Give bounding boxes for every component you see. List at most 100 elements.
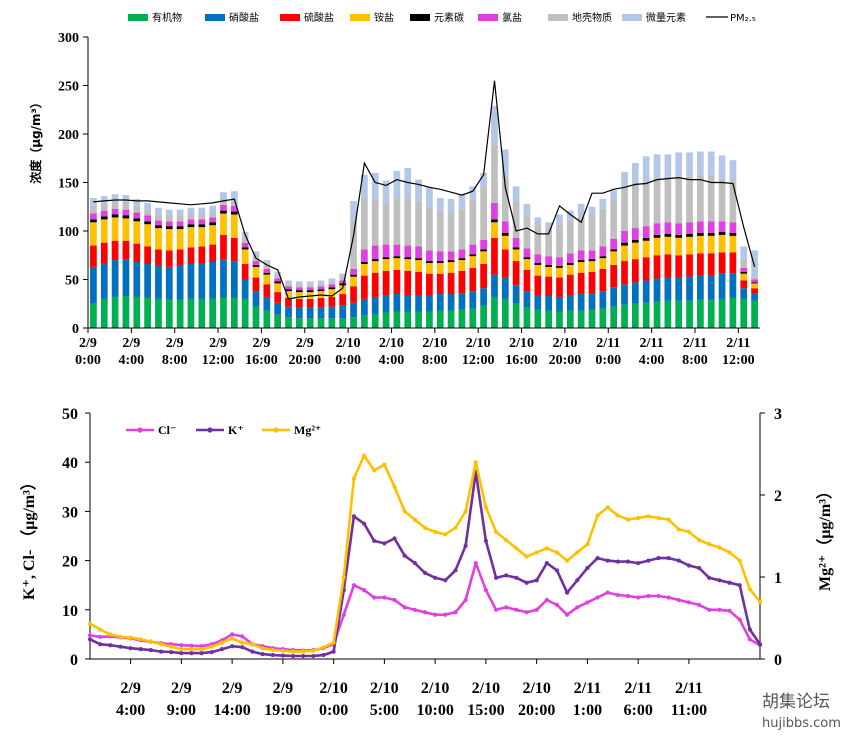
bar-6-8 (176, 215, 184, 222)
bar-4-52 (653, 234, 661, 238)
bar-4-27 (382, 257, 390, 260)
bar-0-53 (664, 300, 672, 328)
bar-3-57 (707, 235, 715, 254)
bar-6-38 (501, 174, 509, 222)
series-point-1-53 (625, 559, 631, 564)
bar-1-30 (415, 295, 422, 312)
bar-7-8 (176, 209, 184, 216)
bar-1-24 (350, 302, 357, 318)
series-point-1-60 (696, 565, 702, 571)
bar-6-11 (209, 211, 217, 218)
bottom-xtick-label-9: 2/11 1:00 (573, 680, 602, 719)
bar-7-47 (599, 198, 607, 209)
bar-5-53 (664, 222, 672, 234)
series-point-1-33 (422, 570, 428, 576)
bar-5-50 (631, 228, 639, 240)
bar-2-53 (664, 254, 672, 278)
series-point-0-27 (361, 588, 367, 593)
bar-7-4 (133, 198, 141, 206)
bar-2-17 (274, 292, 282, 303)
bar-3-39 (512, 249, 520, 262)
bar-4-53 (664, 233, 672, 237)
bar-3-12 (220, 213, 227, 235)
bar-1-46 (588, 293, 596, 310)
series-point-2-59 (686, 529, 692, 535)
series-point-0-54 (636, 595, 641, 600)
series-line-2 (89, 454, 762, 653)
bar-1-11 (209, 262, 217, 299)
bar-2-20 (306, 298, 314, 308)
series-line-1 (89, 470, 762, 658)
bar-2-36 (480, 263, 487, 289)
bar-6-24 (350, 220, 357, 269)
bar-7-6 (155, 207, 162, 215)
bar-5-30 (415, 246, 422, 259)
series-point-1-48 (575, 578, 580, 583)
series-point-0-47 (565, 612, 570, 617)
bar-7-42 (545, 222, 553, 228)
bar-1-39 (512, 285, 520, 304)
series-point-2-38 (473, 460, 478, 465)
series-point-1-35 (443, 578, 448, 583)
bar-3-11 (209, 225, 217, 245)
bottom-axes (89, 413, 761, 660)
series-point-2-23 (321, 645, 326, 650)
series-point-2-21 (301, 649, 306, 654)
bar-2-24 (350, 286, 357, 303)
bar-1-45 (577, 294, 585, 311)
series-point-0-45 (544, 597, 549, 603)
bar-0-6 (155, 298, 162, 328)
legend-swatch-4 (410, 14, 430, 21)
bar-0-5 (144, 297, 151, 328)
bar-0-11 (209, 298, 217, 328)
series-point-0-14 (230, 632, 235, 637)
bar-2-45 (577, 272, 585, 295)
bar-5-46 (588, 250, 596, 260)
series-point-2-44 (534, 550, 539, 555)
bottom-xtick-label-7: 2/10 15:00 (467, 680, 504, 719)
bar-2-1 (100, 242, 108, 264)
bar-5-60 (740, 267, 748, 272)
bar-6-19 (295, 284, 303, 288)
bar-4-29 (404, 257, 412, 260)
bar-6-12 (220, 198, 227, 205)
bar-3-40 (523, 259, 531, 270)
bar-3-33 (447, 262, 455, 273)
bar-4-16 (263, 272, 271, 275)
bar-2-42 (545, 276, 553, 296)
bar-4-38 (501, 232, 509, 236)
bar-7-25 (361, 174, 368, 199)
bar-4-40 (523, 257, 531, 260)
bar-0-19 (295, 318, 303, 328)
bar-3-23 (339, 285, 347, 295)
series-point-2-2 (108, 632, 113, 637)
bar-5-27 (382, 244, 390, 258)
series-point-1-46 (554, 568, 560, 573)
bar-7-43 (556, 214, 563, 225)
top-xtick-label-0: 2/9 0:00 (75, 336, 101, 368)
bar-4-32 (436, 261, 444, 264)
bar-4-18 (285, 289, 292, 292)
bar-3-22 (328, 289, 336, 297)
series-point-2-7 (158, 642, 164, 647)
bar-2-16 (263, 284, 271, 297)
series-point-2-20 (290, 649, 296, 654)
bar-5-40 (523, 248, 531, 258)
series-point-0-9 (179, 643, 184, 648)
series-point-2-66 (757, 599, 763, 604)
series-point-2-63 (727, 550, 732, 555)
bar-2-19 (295, 298, 303, 308)
bar-7-28 (393, 170, 401, 199)
bar-6-34 (458, 208, 466, 250)
series-point-1-29 (382, 541, 387, 546)
series-point-2-50 (595, 513, 600, 518)
bar-5-39 (512, 237, 520, 248)
bar-4-43 (556, 265, 563, 268)
bar-1-13 (230, 261, 238, 298)
bottom-ytick-label-2: 20 (62, 554, 78, 571)
series-point-0-50 (595, 595, 600, 600)
bar-4-36 (480, 249, 487, 252)
bar-4-54 (675, 234, 683, 238)
series-point-2-39 (483, 505, 489, 510)
series-point-1-55 (646, 558, 651, 563)
